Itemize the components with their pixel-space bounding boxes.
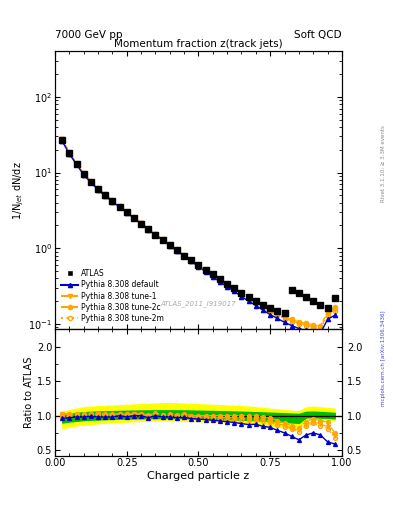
Text: ATLAS_2011_I919017: ATLAS_2011_I919017 [161, 300, 236, 307]
Title: Momentum fraction z(track jets): Momentum fraction z(track jets) [114, 39, 283, 49]
Text: 7000 GeV pp: 7000 GeV pp [55, 30, 123, 40]
Y-axis label: Ratio to ATLAS: Ratio to ATLAS [24, 357, 34, 428]
Legend: ATLAS, Pythia 8.308 default, Pythia 8.308 tune-1, Pythia 8.308 tune-2c, Pythia 8: ATLAS, Pythia 8.308 default, Pythia 8.30… [59, 267, 166, 326]
Text: mcplots.cern.ch [arXiv:1306.3436]: mcplots.cern.ch [arXiv:1306.3436] [381, 311, 386, 406]
Text: Soft QCD: Soft QCD [294, 30, 342, 40]
Y-axis label: 1/N$_{jet}$ dN/dz: 1/N$_{jet}$ dN/dz [11, 161, 26, 220]
Text: Rivet 3.1.10; ≥ 3.3M events: Rivet 3.1.10; ≥ 3.3M events [381, 125, 386, 202]
X-axis label: Charged particle z: Charged particle z [147, 471, 250, 481]
